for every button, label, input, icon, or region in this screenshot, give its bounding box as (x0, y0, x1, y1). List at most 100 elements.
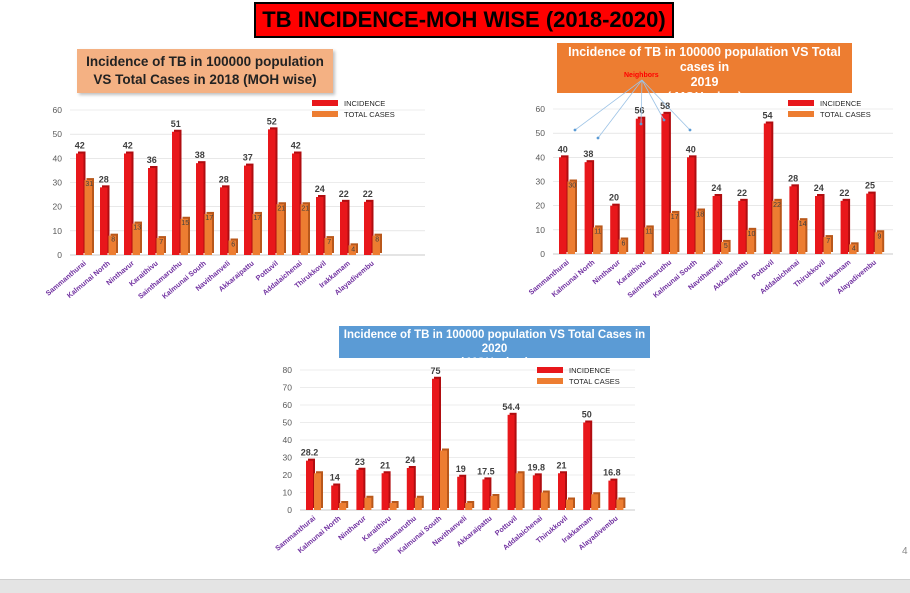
chart-2020-incidence-bar (306, 460, 313, 510)
chart-2019-incidence-bar (789, 186, 797, 254)
chart-2019-incidence-bar (610, 205, 618, 254)
chart-2019-ytick: 40 (536, 152, 546, 162)
chart-2018-ytick: 40 (53, 153, 63, 163)
chart-2020-incidence-bar (482, 479, 490, 510)
chart-2018-total-cases-label: 8 (375, 237, 379, 244)
chart-2018-total-cases-bar (84, 180, 92, 255)
chart-2019-total-cases-bar (695, 210, 703, 254)
chart-2018-total-cases-bar (204, 213, 212, 255)
chart-2020-total-cases-bar (465, 503, 473, 510)
chart-2020-incidence-label: 17.5 (477, 466, 495, 476)
chart-2020-incidence-label: 16.8 (603, 468, 621, 478)
chart-2018-incidence-bar (196, 163, 204, 255)
chart-2020-incidence-bar (406, 468, 414, 510)
chart-2020-title-line1: Incidence of TB in 100000 population VS … (343, 329, 646, 355)
chart-2018-incidence-label: 51 (171, 119, 181, 129)
chart-2018-incidence-bar (76, 153, 84, 255)
chart-2019-ytick: 30 (536, 177, 546, 187)
chart-2020-incidence-bar (608, 480, 616, 510)
chart-2019-total-cases-bar (669, 212, 678, 254)
chart-2020-total-cases-bar (364, 497, 372, 510)
chart-2019-total-cases-bar (772, 200, 780, 254)
chart-2018-title-line2: VS Total Cases in 2018 (MOH wise) (93, 72, 317, 87)
chart-2020-ytick: 30 (283, 453, 293, 463)
chart-2019-incidence-bar (763, 123, 772, 254)
chart-2019-incidence-bar (559, 157, 567, 254)
chart-2020-incidence-bar (331, 485, 339, 510)
chart-2018-incidence-label: 42 (123, 141, 133, 151)
chart-2018-ytick: 30 (53, 178, 63, 188)
chart-2020-total-cases-bar (389, 503, 397, 510)
chart-2019-incidence-label: 22 (737, 188, 747, 198)
chart-2020-legend-total-cases-swatch (537, 378, 563, 384)
chart-2020-total-cases-bar (440, 450, 447, 510)
chart-2019-total-cases-label: 17 (671, 214, 679, 221)
chart-2019-incidence-bar (635, 118, 644, 255)
chart-2020-incidence-bar (532, 475, 540, 510)
footer-bar (0, 579, 910, 593)
chart-2019-total-cases-bar (567, 181, 575, 254)
chart-2019-legend-total-cases-swatch (788, 111, 814, 117)
chart-2018-total-cases-bar (180, 218, 188, 255)
chart-2018-incidence-label: 52 (267, 116, 277, 126)
chart-2018: 01020304050604231Sammanthurai288Kalmunai… (44, 99, 425, 301)
chart-2018-total-cases-label: 17 (205, 215, 213, 222)
chart-2019-incidence-bar (687, 157, 695, 254)
chart-2018-total-cases-label: 7 (327, 239, 331, 246)
chart-2018-total-cases-bar (156, 238, 164, 255)
chart-2019-total-cases-label: 30 (568, 183, 576, 190)
chart-2020-ytick: 0 (287, 505, 292, 515)
chart-2020-incidence-label: 21 (556, 460, 566, 470)
chart-2019-total-cases-bar (849, 244, 857, 254)
chart-2020-total-cases-bar (616, 499, 624, 510)
chart-2019-category-label: Sainthamaruthu (625, 258, 673, 300)
chart-2018-total-cases-label: 21 (301, 205, 309, 212)
chart-2018-total-cases-bar (228, 240, 236, 255)
chart-2019-total-cases-bar (797, 220, 806, 254)
chart-2020-incidence-label: 24 (405, 455, 415, 465)
chart-2019-incidence-bar (584, 162, 593, 254)
chart-2018-incidence-bar (148, 168, 156, 255)
chart-2019-total-cases-label: 7 (826, 238, 830, 245)
chart-2019-total-cases-bar (721, 241, 729, 254)
chart-2020-total-cases-bar (591, 494, 599, 510)
chart-2018-incidence-label: 38 (195, 150, 205, 160)
chart-2018-legend-incidence-label: INCIDENCE (344, 99, 385, 108)
chart-2019-ytick: 10 (536, 225, 546, 235)
chart-2018-incidence-bar (292, 153, 300, 255)
chart-2020-legend-incidence-label: INCIDENCE (569, 366, 610, 375)
chart-2018-incidence-label: 22 (339, 189, 349, 199)
chart-2018-ytick: 10 (53, 226, 63, 236)
chart-2020-ytick: 10 (283, 488, 293, 498)
chart-2019-legend-total-cases-label: TOTAL CASES (820, 110, 871, 119)
chart-2019-total-cases-bar (746, 229, 755, 254)
chart-2018-incidence-label: 36 (147, 155, 157, 165)
chart-2020-incidence-bar (457, 476, 465, 510)
chart-2019-incidence-bar (738, 200, 746, 254)
chart-2019-incidence-label: 25 (865, 181, 875, 191)
chart-2018-total-cases-label: 8 (111, 237, 115, 244)
chart-2020-ytick: 70 (283, 383, 293, 393)
chart-2019-incidence-bar (815, 196, 823, 254)
chart-2018-total-cases-bar (132, 223, 140, 255)
chart-2019-incidence-label: 28 (788, 173, 798, 183)
chart-2019-total-cases-label: 4 (852, 245, 856, 252)
chart-2019-incidence-label: 56 (635, 106, 645, 116)
chart-2018-incidence-bar (124, 153, 132, 255)
chart-2020-incidence-bar (558, 473, 565, 510)
chart-2020-incidence-label: 23 (355, 457, 365, 467)
chart-2018-total-cases-bar (300, 204, 308, 255)
chart-2018-incidence-bar (100, 187, 108, 255)
chart-2018-total-cases-label: 15 (181, 220, 189, 227)
chart-2020-total-cases-bar (490, 496, 498, 510)
chart-2019-total-cases-label: 22 (773, 202, 781, 209)
chart-2019-incidence-label: 22 (839, 188, 849, 198)
chart-2018-total-cases-bar (276, 204, 284, 255)
chart-2019-total-cases-bar (874, 232, 883, 254)
chart-2020-incidence-label: 14 (330, 473, 340, 483)
chart-2018-incidence-label: 28 (219, 174, 229, 184)
chart-2019-title-line2: 2019 (690, 75, 719, 89)
chart-2020-ytick: 20 (283, 470, 293, 480)
chart-2019-incidence-label: 20 (609, 193, 619, 203)
chart-2019-ytick: 50 (536, 128, 546, 138)
